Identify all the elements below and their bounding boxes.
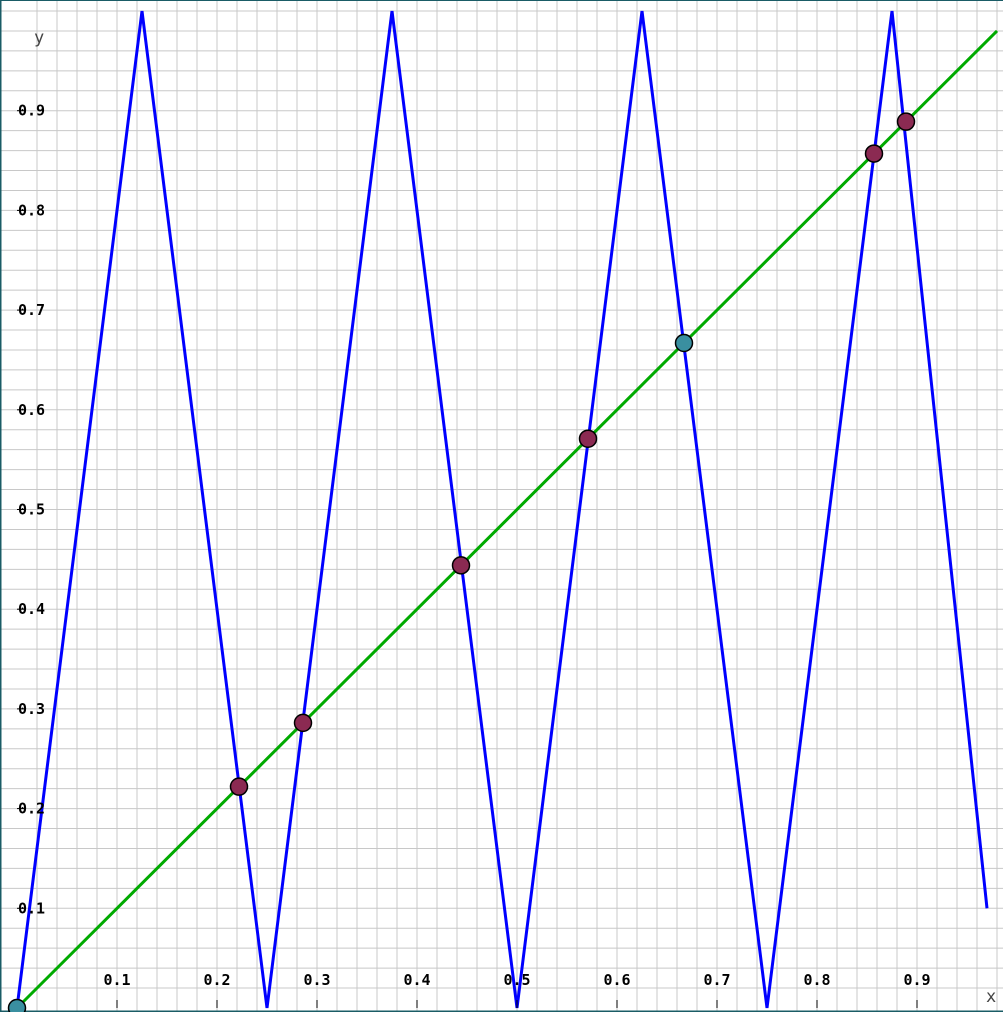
y-tick-label: 0.3 [18,700,45,718]
y-tick-label: 0.6 [18,401,45,419]
y-tick-label: 0.4 [18,600,45,618]
data-point [451,556,471,575]
y-tick-label: 0.9 [18,102,45,120]
x-tick-label: 0.8 [803,971,830,989]
y-tick-label: 0.7 [18,301,45,319]
x-tick-label: 0.3 [303,971,330,989]
data-point [578,429,598,448]
y-tick-label: 0.1 [18,899,45,917]
data-point [674,333,694,353]
x-tick-label: 0.2 [203,971,230,989]
y-tick-label: 0.2 [18,800,45,818]
y-tick-label: 0.8 [18,201,45,219]
y-tick-label: 0.5 [18,501,45,519]
data-point [864,144,884,163]
data-point [896,112,916,131]
data-point [7,998,27,1012]
x-tick-label: 0.7 [703,971,730,989]
series-line-1 [15,29,999,1010]
x-tick-label: 0.5 [503,971,530,989]
data-point [229,777,249,796]
data-point [293,713,313,733]
x-tick-label: 0.1 [103,971,130,989]
x-axis-label: x [986,987,996,1007]
x-tick-label: 0.9 [903,971,930,989]
x-tick-label: 0.6 [603,971,630,989]
tick-labels: 0.1 0.2 0.3 0.4 0.5 0.6 0.7 0.8 0.9 0.1 0.2 0.3 0.4 0… [17,102,931,1008]
x-tick-label: 0.4 [403,971,430,989]
y-axis-label: y [34,28,44,48]
